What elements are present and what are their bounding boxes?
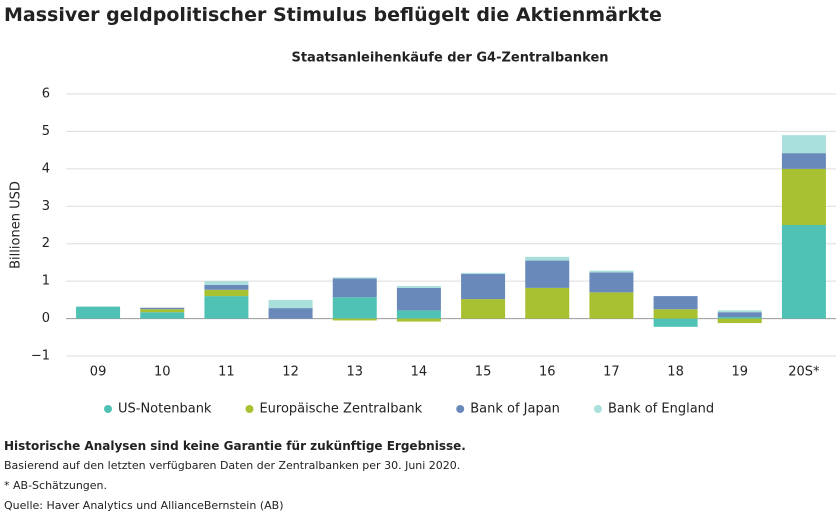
- bar-segment: [396, 286, 441, 288]
- bar-segment: [717, 310, 762, 313]
- chart: Staatsanleihenkäufe der G4-Zentralbanken…: [9, 51, 836, 417]
- x-tick-label: 11: [218, 365, 235, 380]
- x-tick-label: 12: [282, 365, 299, 380]
- bar-segment: [525, 287, 570, 319]
- bar-segment: [140, 309, 185, 313]
- bar-segment: [268, 299, 313, 309]
- note: Basierend auf den letzten verfügbaren Da…: [4, 459, 461, 472]
- x-tick-label: 15: [475, 365, 492, 380]
- x-tick-label: 13: [346, 365, 363, 380]
- y-tick-label: 4: [42, 161, 50, 176]
- bar-segment: [396, 310, 441, 319]
- y-axis-label: Billionen USD: [9, 181, 24, 269]
- bar-segment: [204, 289, 249, 297]
- bar-segment: [332, 318, 377, 321]
- legend-swatch: [104, 405, 112, 413]
- chart-subtitle: Staatsanleihenkäufe der G4-Zentralbanken: [291, 51, 608, 66]
- bar-segment: [204, 281, 249, 285]
- notes: Historische Analysen sind keine Garantie…: [4, 436, 466, 516]
- bar-segment: [461, 274, 506, 300]
- bar-segment: [589, 272, 634, 293]
- x-tick-label: 18: [667, 365, 684, 380]
- bar-segment: [525, 260, 570, 288]
- x-tick-label: 09: [90, 365, 107, 380]
- x-tick-label: 17: [603, 365, 620, 380]
- legend-label: US-Notenbank: [118, 402, 212, 417]
- bar-segment: [589, 270, 634, 273]
- legend-swatch: [593, 405, 602, 413]
- bar-segment: [396, 287, 441, 311]
- bar-segment: [140, 307, 185, 310]
- y-tick-label: 2: [42, 236, 50, 251]
- bar-segment: [204, 284, 249, 290]
- bar-segment: [140, 312, 185, 319]
- bar-segment: [76, 306, 121, 319]
- y-tick-label: 1: [42, 274, 50, 289]
- bar-segment: [781, 168, 826, 225]
- bar-segment: [653, 318, 698, 327]
- note: * AB-Schätzungen.: [4, 479, 108, 492]
- y-tick-label: 3: [42, 199, 50, 214]
- bar-segment: [332, 277, 377, 279]
- bar-segment: [717, 312, 762, 318]
- bar-segment: [332, 297, 377, 319]
- bar-segment: [461, 299, 506, 319]
- y-tick-label: −1: [31, 349, 50, 364]
- bar-segment: [781, 135, 826, 154]
- bar-segment: [717, 317, 762, 319]
- x-tick-label: 14: [411, 365, 428, 380]
- bar-segment: [461, 272, 506, 275]
- bar-segment: [653, 296, 698, 310]
- bar-segment: [396, 318, 441, 322]
- bar-segment: [717, 318, 762, 324]
- x-tick-label: 20S*: [788, 365, 820, 380]
- x-tick-label: 16: [539, 365, 556, 380]
- x-tick-label: 10: [154, 365, 171, 380]
- chart-title: Massiver geldpolitischer Stimulus beflüg…: [4, 4, 662, 26]
- x-tick-label: 19: [731, 365, 748, 380]
- note: Quelle: Haver Analytics und AllianceBern…: [4, 499, 284, 512]
- bar-segment: [781, 153, 826, 169]
- note: Historische Analysen sind keine Garantie…: [4, 439, 466, 453]
- bar-segment: [589, 292, 634, 319]
- legend-label: Bank of Japan: [470, 402, 560, 417]
- y-tick-label: 5: [42, 124, 50, 139]
- bar-segment: [332, 278, 377, 298]
- bar-segment: [653, 309, 698, 319]
- legend-label: Europäische Zentralbank: [259, 402, 422, 417]
- y-tick-label: 6: [42, 87, 50, 102]
- legend-swatch: [245, 405, 254, 413]
- bar-segment: [204, 296, 249, 319]
- bar-segment: [781, 225, 826, 319]
- bar-segment: [525, 256, 570, 261]
- legend-swatch: [456, 405, 465, 413]
- y-tick-label: 0: [42, 311, 50, 326]
- bar-segment: [268, 308, 313, 319]
- legend-label: Bank of England: [608, 402, 714, 417]
